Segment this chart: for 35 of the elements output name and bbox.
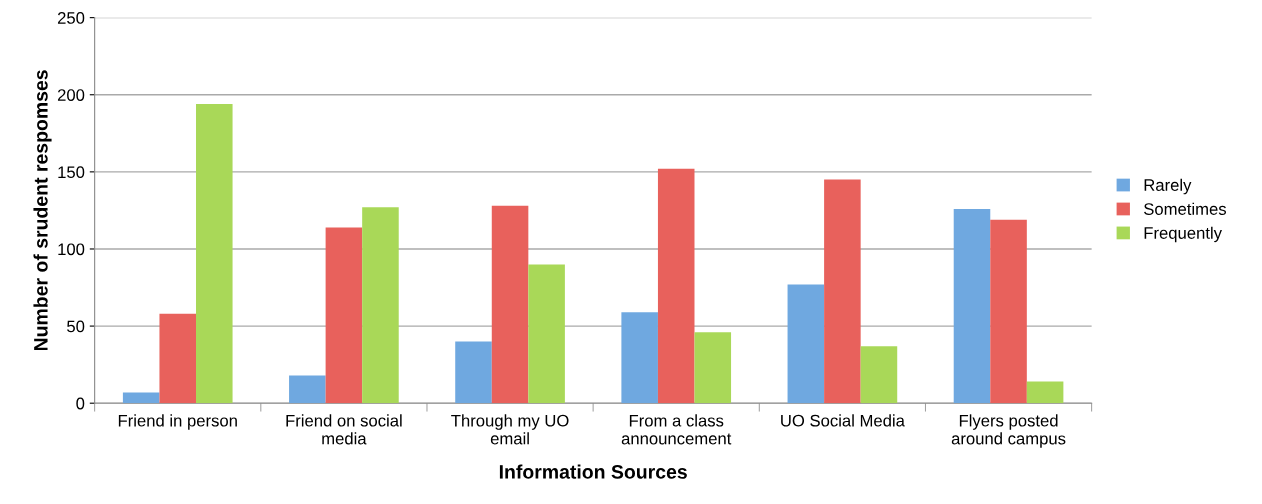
- bar: [860, 346, 898, 404]
- bar: [657, 168, 695, 404]
- bar: [528, 264, 565, 404]
- y-tick-label: 100: [58, 243, 85, 256]
- x-tick-label: From a class announcement: [621, 414, 732, 445]
- bar: [787, 284, 825, 404]
- legend-label: Sometimes: [1144, 202, 1227, 215]
- bar: [621, 312, 658, 404]
- bar: [325, 227, 363, 404]
- bar: [122, 392, 160, 404]
- bar: [694, 332, 732, 404]
- y-tick-label: 250: [57, 12, 85, 24]
- bar: [196, 104, 233, 404]
- x-tick-label: Friend in person: [118, 414, 237, 430]
- y-tick-label: 0: [76, 397, 85, 410]
- bar: [362, 207, 399, 404]
- x-tick-label: Flyers posted around campus: [951, 414, 1066, 448]
- y-tick-label: 200: [57, 89, 85, 101]
- bar: [1026, 381, 1064, 404]
- legend-label: Frequently: [1144, 226, 1222, 243]
- x-tick-label: UO Social Media: [781, 414, 905, 427]
- bar: [824, 179, 861, 404]
- bar: [159, 313, 197, 404]
- bar: [953, 208, 991, 404]
- y-tick-label: 150: [58, 166, 85, 179]
- x-tick-label: Friend on social media: [286, 414, 402, 445]
- y-axis-title: Number of srudent respomses: [33, 70, 52, 351]
- bar: [455, 341, 492, 404]
- bar: [289, 375, 326, 404]
- y-tick-label: 50: [67, 320, 85, 333]
- x-tick-label: Through my UO email: [451, 414, 569, 445]
- bar: [990, 219, 1027, 404]
- bar: [491, 205, 529, 404]
- legend-label: Rarely: [1144, 178, 1192, 195]
- x-axis-title: Information Sources: [499, 464, 687, 479]
